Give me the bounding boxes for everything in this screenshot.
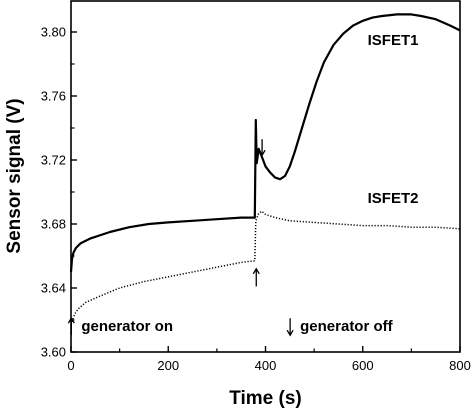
y-tick-label: 3.80 bbox=[41, 25, 66, 40]
y-axis-title: Sensor signal (V) bbox=[4, 98, 25, 253]
labels-group: ISFET1 ISFET2 generator on generator off bbox=[67, 32, 419, 337]
x-axis-title: Time (s) bbox=[229, 388, 302, 409]
y-tick-label: 3.72 bbox=[41, 153, 66, 168]
annotation-text: generator off bbox=[300, 318, 394, 335]
annotation-arrow-down-head bbox=[286, 329, 294, 337]
y-tick-label: 3.68 bbox=[41, 217, 66, 232]
event-arrow-down-head bbox=[258, 149, 266, 157]
event-arrow-up bbox=[252, 267, 260, 287]
x-tick-label: 0 bbox=[67, 358, 74, 373]
annotation-arrow-up-head bbox=[67, 316, 75, 324]
y-tick-label: 3.64 bbox=[41, 281, 66, 296]
y-tick-label: 3.60 bbox=[41, 345, 66, 360]
series-line-isfet2 bbox=[70, 210, 461, 326]
x-tick-label: 600 bbox=[352, 358, 374, 373]
axes-group: 0 200 400 600 800 3.60 3.64 3.68 3.72 3.76 3.80 bbox=[41, 0, 471, 373]
annotation-text: generator on bbox=[81, 318, 173, 335]
annotation-arrow-up bbox=[67, 316, 75, 336]
series-label: ISFET2 bbox=[368, 190, 419, 207]
x-tick-label: 200 bbox=[157, 358, 179, 373]
x-tick-label: 400 bbox=[255, 358, 277, 373]
y-tick-label: 3.76 bbox=[41, 89, 66, 104]
series-line-isfet1 bbox=[69, 13, 461, 273]
plot-lines-group bbox=[69, 13, 461, 326]
event-arrow-down bbox=[258, 139, 266, 157]
event-arrow-up-head bbox=[252, 267, 260, 275]
series-label: ISFET1 bbox=[368, 32, 419, 49]
x-tick-label: 800 bbox=[449, 358, 471, 373]
plot-frame bbox=[70, 0, 461, 353]
annotation-arrow-down bbox=[286, 318, 294, 337]
